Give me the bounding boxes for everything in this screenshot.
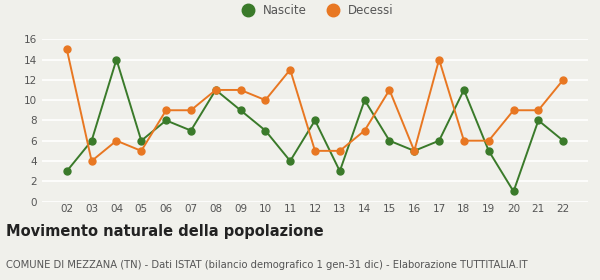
Nascite: [237, 109, 244, 112]
Nascite: [311, 119, 319, 122]
Decessi: [436, 58, 443, 61]
Decessi: [485, 139, 493, 142]
Decessi: [361, 129, 368, 132]
Decessi: [510, 109, 517, 112]
Nascite: [410, 149, 418, 153]
Nascite: [436, 139, 443, 142]
Decessi: [262, 99, 269, 102]
Nascite: [361, 99, 368, 102]
Nascite: [88, 139, 95, 142]
Nascite: [386, 139, 393, 142]
Decessi: [336, 149, 343, 153]
Decessi: [535, 109, 542, 112]
Nascite: [137, 139, 145, 142]
Decessi: [163, 109, 170, 112]
Nascite: [485, 149, 493, 153]
Line: Nascite: Nascite: [64, 56, 566, 195]
Decessi: [137, 149, 145, 153]
Text: Movimento naturale della popolazione: Movimento naturale della popolazione: [6, 224, 323, 239]
Nascite: [163, 119, 170, 122]
Decessi: [212, 88, 220, 92]
Decessi: [187, 109, 194, 112]
Nascite: [113, 58, 120, 61]
Nascite: [212, 88, 220, 92]
Nascite: [63, 169, 70, 173]
Decessi: [88, 159, 95, 163]
Nascite: [460, 88, 467, 92]
Decessi: [237, 88, 244, 92]
Nascite: [560, 139, 567, 142]
Text: COMUNE DI MEZZANA (TN) - Dati ISTAT (bilancio demografico 1 gen-31 dic) - Elabor: COMUNE DI MEZZANA (TN) - Dati ISTAT (bil…: [6, 260, 527, 270]
Decessi: [311, 149, 319, 153]
Decessi: [386, 88, 393, 92]
Nascite: [287, 159, 294, 163]
Decessi: [63, 48, 70, 51]
Decessi: [410, 149, 418, 153]
Decessi: [560, 78, 567, 81]
Decessi: [287, 68, 294, 71]
Decessi: [113, 139, 120, 142]
Nascite: [336, 169, 343, 173]
Nascite: [187, 129, 194, 132]
Nascite: [262, 129, 269, 132]
Legend: Nascite, Decessi: Nascite, Decessi: [231, 0, 399, 22]
Nascite: [510, 190, 517, 193]
Nascite: [535, 119, 542, 122]
Line: Decessi: Decessi: [64, 46, 566, 164]
Decessi: [460, 139, 467, 142]
